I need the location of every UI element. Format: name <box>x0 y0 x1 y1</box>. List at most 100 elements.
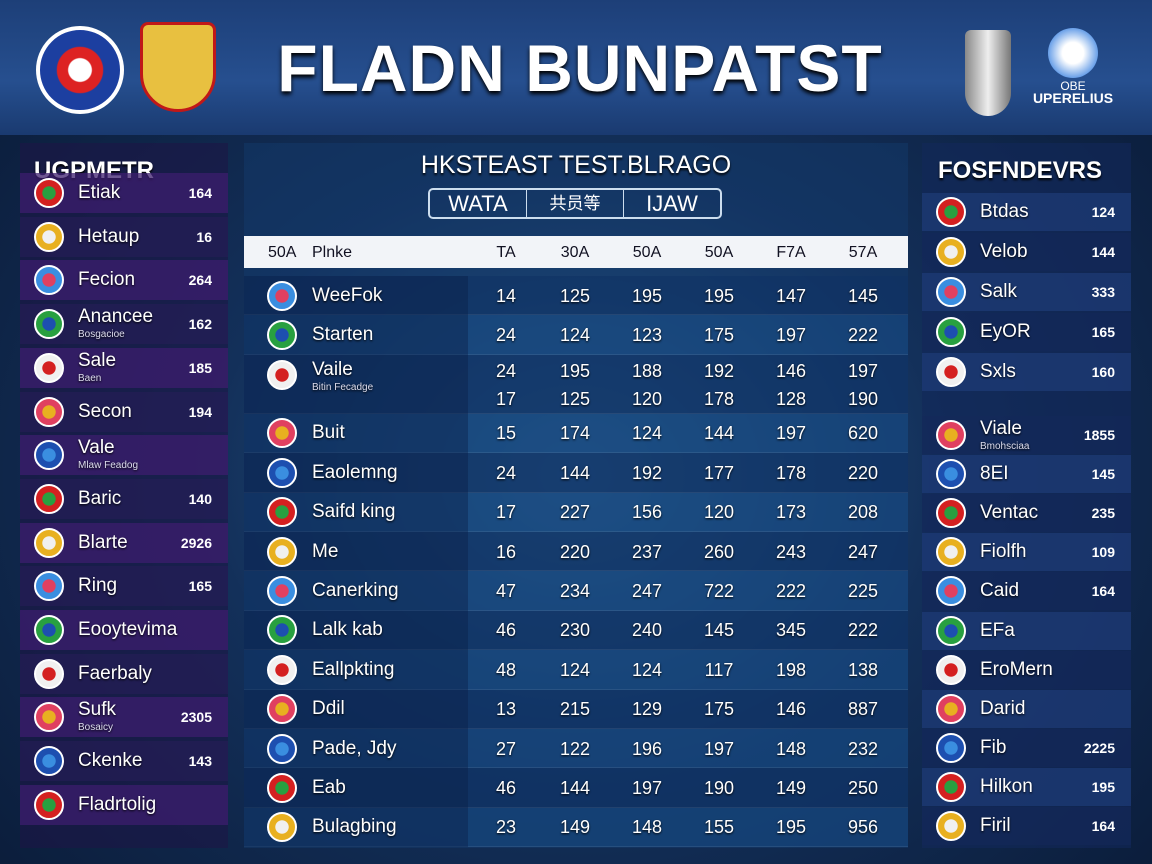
team-icon <box>267 280 297 311</box>
team-row[interactable]: Blarte 2926 <box>20 522 228 563</box>
tab[interactable]: IJAW <box>623 190 720 217</box>
team-row[interactable]: Hilkon 195 <box>922 767 1131 806</box>
team-row[interactable]: Anancee Bosgacioe 162 <box>20 304 228 345</box>
table-row[interactable]: Lalk kab 46 230 240 145 345 222 <box>244 610 908 651</box>
team-name: Ring <box>78 576 117 595</box>
team-row[interactable]: Ckenke 143 <box>20 741 228 782</box>
team-icon <box>267 812 297 843</box>
stat-cell: 197 <box>631 778 663 799</box>
stat-cell: 192 <box>631 462 663 483</box>
player-name: Canerking <box>312 581 399 600</box>
stat-cell: 175 <box>703 699 735 720</box>
table-row[interactable]: Ddil 13 215 129 175 146 887 <box>244 689 908 729</box>
table-row[interactable]: Eallpkting 48 124 124 117 198 138 <box>244 650 908 690</box>
column-header[interactable]: 30A <box>560 244 590 261</box>
tab[interactable]: 共员等 <box>526 190 623 217</box>
table-row[interactable]: Me 16 220 237 260 243 247 <box>244 532 908 572</box>
table-row[interactable]: WeeFok 14 125 195 195 147 145 <box>244 276 908 316</box>
player-name: Buit <box>312 423 345 442</box>
team-name-text: Vale <box>78 437 115 459</box>
table-row[interactable]: Starten 24 124 123 175 197 222 <box>244 315 908 355</box>
stat-cell: 220 <box>559 541 591 562</box>
team-row[interactable]: Fiolfh 109 <box>922 533 1131 572</box>
team-name: Fladrtolig <box>78 795 156 814</box>
stat-cell: 48 <box>495 659 517 680</box>
team-name: Fiolfh <box>980 542 1026 561</box>
stat-cell: 124 <box>631 659 663 680</box>
player-name: Lalk kab <box>312 620 383 639</box>
table-row[interactable]: Eaolemng 24 144 192 177 178 220 <box>244 453 908 493</box>
team-subtitle: Mlaw Feadog <box>78 460 139 472</box>
stat-cell: 156 <box>631 502 663 523</box>
team-row[interactable]: Firil 164 <box>922 807 1131 845</box>
table-row[interactable]: Vaile Bitin Fecadge 24 195 188 192 146 197 17 125… <box>244 354 908 414</box>
table-title: HKSTEAST TEST.BLRAGO <box>420 151 732 179</box>
team-icon <box>936 459 966 490</box>
column-header[interactable]: 50A <box>632 244 662 261</box>
team-icon <box>267 615 297 646</box>
column-header[interactable]: 50A <box>704 244 734 261</box>
team-row[interactable]: EFa <box>922 611 1131 650</box>
tab[interactable]: WATA <box>448 191 508 216</box>
team-name: Faerbaly <box>78 664 152 683</box>
column-header[interactable]: F7A <box>776 244 806 261</box>
team-row[interactable]: Secon 194 <box>20 391 228 432</box>
team-row[interactable]: Caid 164 <box>922 572 1131 611</box>
team-row[interactable]: Darid <box>922 689 1131 728</box>
table-row[interactable]: Eab 46 144 197 190 149 250 <box>244 768 908 808</box>
team-value: 333 <box>1091 284 1115 300</box>
table-row[interactable]: Bulagbing 23 149 148 155 195 956 <box>244 807 908 848</box>
stat-cell: 47 <box>495 581 517 602</box>
team-value: 165 <box>188 578 212 595</box>
stat-cell: 124 <box>559 325 591 346</box>
column-header[interactable]: 57A <box>848 244 878 261</box>
column-header[interactable]: Plnke <box>312 244 353 261</box>
column-header[interactable]: TA <box>496 244 516 261</box>
player-name-text: Saifd king <box>312 501 396 523</box>
table-row[interactable]: Canerking 47 234 247 722 222 225 <box>244 571 908 611</box>
team-name-text: EFa <box>980 619 1015 641</box>
team-icon <box>267 576 297 607</box>
team-icon <box>267 418 297 449</box>
team-row[interactable]: Btdas 124 <box>922 193 1131 231</box>
left-panel: UGPMETR Etiak 164 Hetaup 16 Fecion 264 Anancee… <box>20 143 228 848</box>
table-row[interactable]: Pade, Jdy 27 122 196 197 148 232 <box>244 729 908 769</box>
team-row[interactable]: Etiak 164 <box>20 173 228 213</box>
team-row[interactable]: Ventac 235 <box>922 494 1131 533</box>
team-row[interactable]: Sxls 160 <box>922 353 1131 391</box>
team-row[interactable]: Hetaup 16 <box>20 216 228 257</box>
player-name: WeeFok <box>312 286 382 305</box>
column-header[interactable]: 50A <box>268 244 297 261</box>
team-name: Fib <box>980 738 1006 757</box>
team-icon <box>936 771 966 802</box>
team-row[interactable]: Viale Bmohsciaa 1855 <box>922 416 1131 454</box>
team-row[interactable]: Baric 140 <box>20 478 228 519</box>
team-row[interactable]: Salk 333 <box>922 273 1131 311</box>
stat-cell: 27 <box>495 738 517 759</box>
team-row[interactable]: Ring 165 <box>20 566 228 607</box>
stat-cell: 260 <box>703 541 735 562</box>
stat-cell: 197 <box>775 423 807 444</box>
team-row[interactable]: Vale Mlaw Feadog <box>20 435 228 476</box>
team-row[interactable]: 8EI 145 <box>922 455 1131 494</box>
team-row[interactable]: Faerbaly <box>20 653 228 694</box>
team-name: EFa <box>980 619 1015 641</box>
team-row[interactable]: Fladrtolig <box>20 784 228 825</box>
team-row[interactable]: EyOR 165 <box>922 313 1131 351</box>
team-row[interactable]: Fecion 264 <box>20 260 228 301</box>
stat-cell: 46 <box>495 778 517 799</box>
team-value: 264 <box>188 272 212 289</box>
team-name-text: Hetaup <box>78 225 140 247</box>
team-row[interactable]: Sale Baen 185 <box>20 347 228 388</box>
stat-cell: 15 <box>495 423 517 444</box>
player-name-text: Bulagbing <box>312 816 397 838</box>
team-row[interactable]: Velob 144 <box>922 233 1131 271</box>
team-row[interactable]: Eooytevima <box>20 610 228 650</box>
team-row[interactable]: Fib 2225 <box>922 728 1131 767</box>
player-name-text: Pade, Jdy <box>312 737 397 759</box>
team-row[interactable]: EroMern <box>922 650 1131 689</box>
team-row[interactable]: Sufk Bosaicy 2305 <box>20 697 228 738</box>
team-icon <box>936 537 966 568</box>
table-row[interactable]: Buit 15 174 124 144 197 620 <box>244 413 908 454</box>
table-row[interactable]: Saifd king 17 227 156 120 173 208 <box>244 492 908 532</box>
